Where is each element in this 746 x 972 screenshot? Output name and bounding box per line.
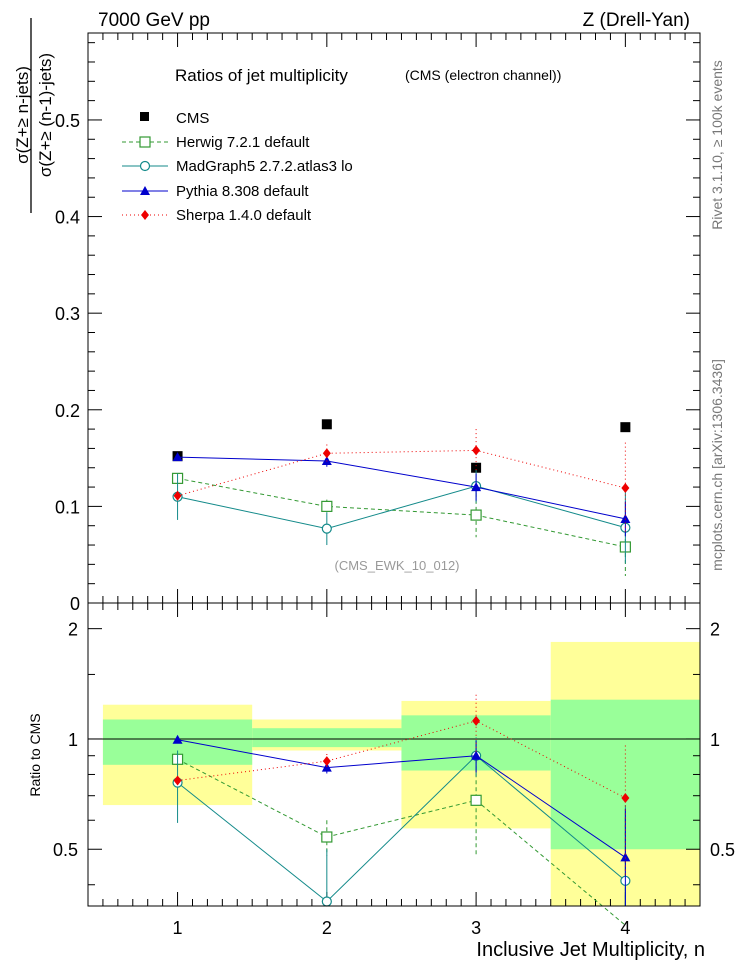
ylabel-numerator: σ(Z+≥ n-jets) [13, 66, 32, 164]
mcplots-label: mcplots.cern.ch [arXiv:1306.3436] [709, 359, 725, 571]
upper-sherpa-point [173, 490, 182, 501]
beam-energy-label: 7000 GeV pp [98, 10, 210, 31]
lower-pythia-point [471, 750, 482, 760]
upper-cms-point [620, 422, 631, 433]
legend-madgraph-label: MadGraph5 2.7.2.atlas3 lo [176, 158, 353, 175]
upper-axes: 0 0.1 0.2 0.3 0.4 0.5 [55, 33, 701, 614]
legend-herwig-label: Herwig 7.2.1 default [176, 134, 310, 151]
upper-y-tick-label: 0.5 [55, 111, 80, 131]
green-band-2 [252, 728, 402, 748]
lower-sherpa-point [621, 792, 630, 803]
upper-y-tick-label: 0.1 [55, 497, 80, 517]
upper-y-tick-label: 0.4 [55, 208, 80, 228]
lower-y-tick-label: 2 [68, 620, 78, 640]
legend: CMS Herwig 7.2.1 default MadGraph5 2.7.2… [122, 110, 353, 224]
legend-sherpa-marker [141, 210, 149, 220]
lower-y-tick-label-right: 1 [710, 730, 720, 750]
upper-herwig-point [470, 509, 482, 521]
legend-sherpa-label: Sherpa 1.4.0 default [176, 207, 312, 224]
x-tick-label: 1 [173, 918, 183, 938]
upper-sherpa-point [322, 448, 331, 459]
lower-sherpa-point [322, 756, 331, 767]
lower-sherpa-point [472, 715, 481, 726]
lower-ylabel: Ratio to CMS [27, 713, 43, 796]
x-tick-label: 4 [620, 918, 630, 938]
legend-sherpa: Sherpa 1.4.0 default [122, 207, 312, 224]
lower-series [171, 694, 631, 926]
process-label: Z (Drell-Yan) [583, 10, 690, 31]
upper-ylabel: σ(Z+≥ n-jets) σ(Z+≥ (n-1)-jets) [13, 18, 55, 213]
legend-madgraph: MadGraph5 2.7.2.atlas3 lo [122, 158, 353, 175]
legend-madgraph-marker [139, 160, 151, 172]
upper-herwig-point [321, 500, 333, 512]
upper-madgraph5-point [321, 523, 332, 534]
lower-herwig-line [177, 758, 626, 926]
lower-uncertainty-bands [88, 641, 700, 906]
upper-y-tick-label: 0.2 [55, 401, 80, 421]
lower-pythia-point [172, 734, 183, 744]
x-tick-label: 2 [322, 918, 332, 938]
lower-pythia-point [620, 852, 631, 862]
x-tick-label: 3 [471, 918, 481, 938]
upper-pythia-point [471, 482, 482, 492]
chart-subtitle: (CMS (electron channel)) [405, 67, 561, 83]
upper-pythia-point [321, 455, 332, 465]
legend-herwig: Herwig 7.2.1 default [122, 134, 310, 151]
upper-y-tick-label: 0.3 [55, 304, 80, 324]
lower-y-tick-label-right: 0.5 [710, 840, 735, 860]
analysis-watermark: (CMS_EWK_10_012) [335, 558, 460, 573]
x-axis-label: Inclusive Jet Multiplicity, n [476, 939, 705, 961]
lower-frame [87, 602, 701, 907]
legend-pythia: Pythia 8.308 default [122, 183, 309, 200]
legend-cms-label: CMS [176, 110, 209, 127]
legend-herwig-marker [139, 136, 151, 148]
upper-cms-point [471, 462, 482, 473]
lower-sherpa-point [173, 775, 182, 786]
upper-sherpa-line [177, 449, 626, 497]
legend-cms: CMS [140, 110, 209, 127]
lower-pythia-point [321, 762, 332, 772]
lower-herwig-point [470, 794, 482, 806]
lower-y-tick-label-right: 2 [710, 620, 720, 640]
upper-sherpa-point [621, 483, 630, 494]
upper-y-tick-label: 0 [70, 594, 80, 614]
upper-cms-point [321, 419, 332, 430]
upper-pythia-point [620, 513, 631, 523]
lower-y-tick-label: 0.5 [53, 840, 78, 860]
ylabel-denominator: σ(Z+≥ (n-1)-jets) [36, 53, 55, 177]
lower-herwig-point [321, 831, 333, 843]
upper-series [171, 419, 631, 576]
legend-pythia-marker [140, 186, 150, 195]
lower-madgraph5-line [177, 755, 626, 903]
lower-madgraph5-point [321, 896, 332, 907]
legend-pythia-label: Pythia 8.308 default [176, 183, 309, 200]
upper-pythia-point [172, 452, 183, 462]
legend-cms-marker [140, 112, 149, 121]
upper-madgraph5-line [177, 485, 626, 530]
lower-y-tick-label: 1 [68, 730, 78, 750]
lower-pythia-line [177, 739, 626, 858]
upper-sherpa-point [472, 445, 481, 456]
rivet-label: Rivet 3.1.10, ≥ 100k events [709, 60, 725, 230]
chart-title: Ratios of jet multiplicity [175, 66, 348, 85]
upper-herwig-line [177, 477, 626, 548]
upper-pythia-line [177, 456, 626, 520]
